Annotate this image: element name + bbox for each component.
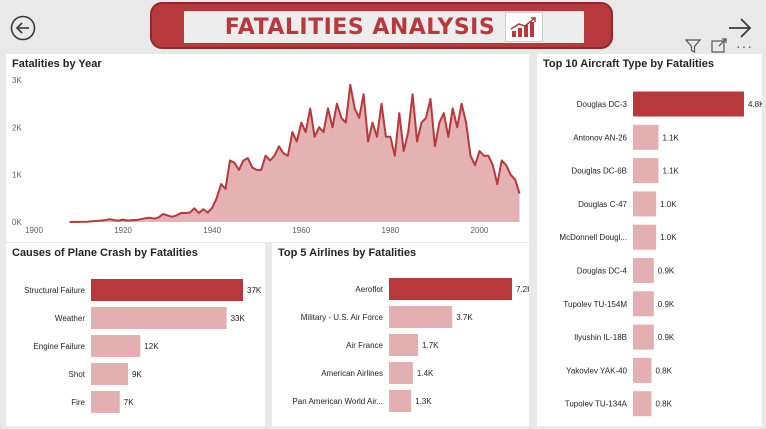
category-label: Military - U.S. Air Force — [301, 313, 384, 322]
fatalities-line — [69, 83, 521, 223]
category-label: American Airlines — [321, 369, 383, 378]
bar — [91, 391, 120, 413]
y-tick-label: 3K — [12, 76, 22, 85]
year-area-chart: 0K 1K 2K 3K 1900 1920 1940 1960 1980 2000 — [12, 76, 521, 235]
category-label: Weather — [55, 314, 85, 323]
data-label: 0.9K — [658, 267, 675, 276]
bar — [633, 324, 654, 350]
bar — [633, 91, 744, 117]
category-label: Engine Failure — [33, 342, 85, 351]
data-label: 1.0K — [660, 200, 677, 209]
aircraft-chart-title: Top 10 Aircraft Type by Fatalities — [543, 58, 714, 70]
bar — [633, 291, 654, 317]
fatalities-by-year-panel: Fatalities by Year 0K 1K 2K 3K 1900 1920 1940 1… — [6, 54, 529, 242]
data-label: 1.7K — [422, 341, 439, 350]
data-label: 1.0K — [660, 233, 677, 242]
category-label: Douglas DC-4 — [577, 267, 628, 276]
data-label: 1.1K — [662, 133, 679, 142]
data-label: 9K — [132, 370, 142, 379]
x-tick-label: 1940 — [203, 226, 221, 235]
category-label: Douglas C-47 — [578, 200, 627, 209]
category-label: Shot — [69, 370, 86, 379]
bar — [633, 124, 659, 150]
airlines-bar-chart: Aeroflot 7.2K Military - U.S. Air Force 3.7… — [292, 278, 529, 412]
category-label: Ilyushin IL-18B — [574, 333, 627, 342]
bar — [389, 362, 413, 384]
visual-toolbar: ··· — [684, 38, 753, 54]
aircraft-panel: Top 10 Aircraft Type by Fatalities Dougl… — [537, 54, 762, 426]
data-label: 33K — [231, 314, 246, 323]
title-banner: FATALITIES ANALYSIS — [150, 2, 613, 49]
data-label: 1.3K — [415, 397, 432, 406]
fatalities-area — [69, 84, 520, 222]
data-label: 37K — [247, 286, 262, 295]
bar — [389, 306, 453, 328]
category-label: Tupolev TU-154M — [563, 300, 627, 309]
causes-panel: Causes of Plane Crash by Fatalities Stru… — [6, 243, 265, 426]
bar — [633, 391, 652, 417]
growth-chart-icon — [505, 12, 544, 42]
bar — [633, 357, 652, 383]
causes-chart-title: Causes of Plane Crash by Fatalities — [12, 247, 198, 259]
bar — [389, 390, 412, 412]
x-tick-label: 1900 — [25, 226, 43, 235]
category-label: Pan American World Air... — [292, 397, 383, 406]
aircraft-bar-chart: Douglas DC-3 4.8K Antonov AN-26 1.1K Douglas… — [559, 91, 762, 417]
category-label: Douglas DC-6B — [571, 167, 627, 176]
y-tick-label: 2K — [12, 123, 22, 132]
bar — [633, 191, 657, 217]
bar — [633, 258, 654, 283]
focus-mode-icon[interactable] — [710, 38, 728, 54]
data-label: 0.9K — [658, 333, 675, 342]
bar — [633, 158, 659, 184]
category-label: Tupolev TU-134A — [565, 400, 628, 409]
bar — [633, 224, 657, 250]
data-label: 0.9K — [658, 300, 675, 309]
y-tick-label: 0K — [12, 218, 22, 227]
x-tick-label: 1980 — [381, 226, 399, 235]
category-label: Yakovlev YAK-40 — [566, 366, 627, 375]
category-label: McDonnell Dougl... — [559, 233, 627, 242]
category-label: Structural Failure — [24, 286, 85, 295]
airlines-chart-title: Top 5 Airlines by Fatalities — [278, 247, 417, 259]
bar — [91, 279, 243, 301]
page-title: FATALITIES ANALYSIS — [224, 14, 496, 40]
category-label: Aeroflot — [355, 285, 383, 294]
y-tick-label: 1K — [12, 171, 22, 180]
title-banner-inner: FATALITIES ANALYSIS — [184, 11, 584, 43]
category-label: Air France — [346, 341, 383, 350]
bar — [91, 335, 141, 357]
data-label: 1.1K — [662, 167, 679, 176]
year-chart-title: Fatalities by Year — [12, 58, 102, 70]
data-label: 1.4K — [417, 369, 434, 378]
x-tick-label: 2000 — [471, 226, 489, 235]
data-label: 3.7K — [456, 313, 473, 322]
forward-arrow-icon[interactable] — [726, 15, 754, 41]
bar — [389, 334, 419, 356]
data-label: 12K — [144, 342, 159, 351]
data-label: 7K — [124, 398, 134, 407]
x-tick-label: 1920 — [114, 226, 132, 235]
data-label: 4.8K — [748, 100, 762, 109]
back-arrow-icon[interactable] — [10, 15, 36, 41]
more-options-icon[interactable]: ··· — [736, 38, 753, 54]
category-label: Douglas DC-3 — [577, 100, 628, 109]
data-label: 0.8K — [656, 366, 673, 375]
bar — [91, 307, 227, 329]
data-label: 0.8K — [656, 400, 673, 409]
causes-bar-chart: Structural Failure 37K Weather 33K Engine Fa… — [24, 279, 262, 413]
category-label: Fire — [71, 398, 85, 407]
x-tick-label: 1960 — [292, 226, 310, 235]
filter-icon[interactable] — [684, 38, 702, 54]
airlines-panel: Top 5 Airlines by Fatalities Aeroflot 7.2… — [272, 243, 529, 426]
data-label: 7.2K — [516, 285, 529, 294]
bar — [389, 278, 512, 300]
bar — [91, 363, 128, 385]
category-label: Antonov AN-26 — [573, 133, 627, 142]
